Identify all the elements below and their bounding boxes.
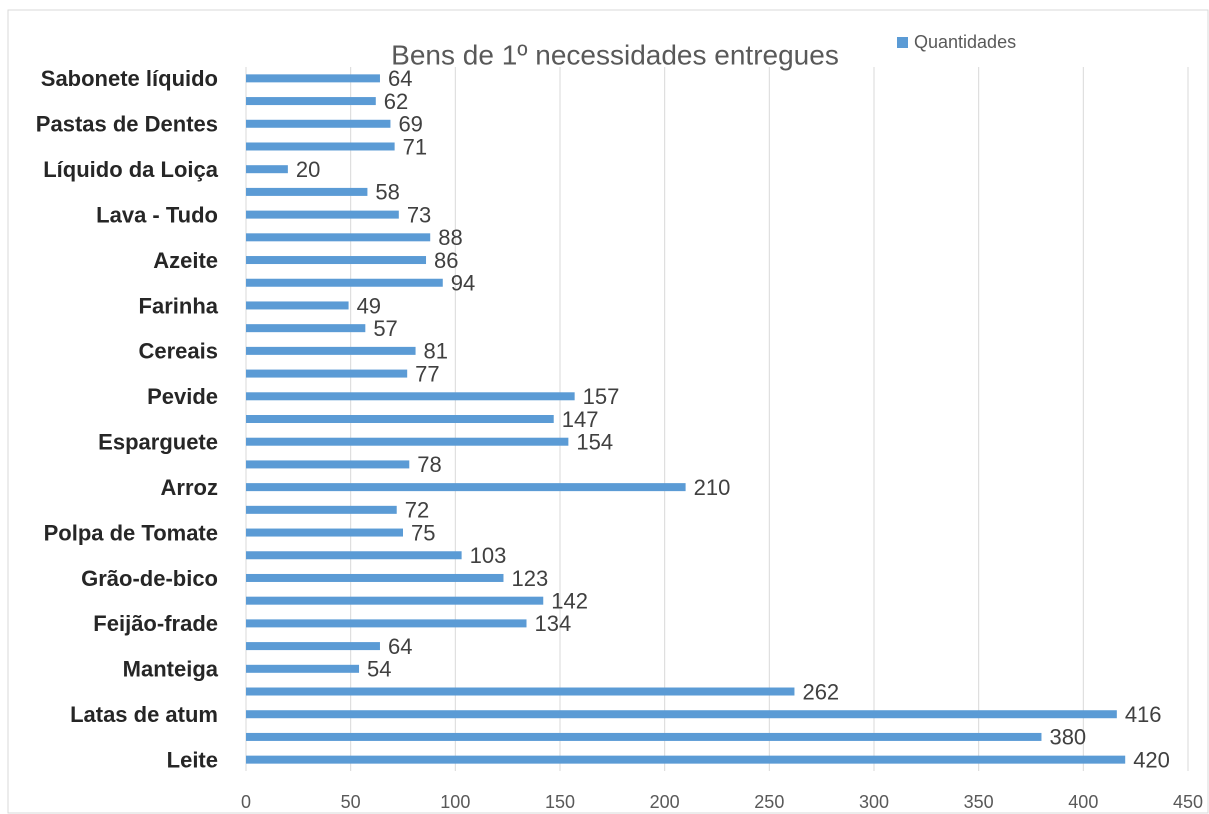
y-tick-label: Leite <box>167 747 218 772</box>
data-label: 72 <box>405 498 429 523</box>
data-label: 210 <box>694 475 731 500</box>
data-label: 62 <box>384 89 408 114</box>
chart-title: Bens de 1º necessidades entregues <box>391 39 839 70</box>
bar <box>246 687 795 696</box>
data-label: 103 <box>470 543 507 568</box>
y-tick-label: Polpa de Tomate <box>44 520 218 545</box>
data-label: 54 <box>367 657 391 682</box>
bar <box>246 346 416 355</box>
data-label: 134 <box>535 611 572 636</box>
data-label: 86 <box>434 248 458 273</box>
bar <box>246 369 408 378</box>
x-tick-label: 0 <box>241 792 251 812</box>
bar <box>246 755 1126 764</box>
x-tick-label: 100 <box>440 792 470 812</box>
bar <box>246 210 399 219</box>
x-tick-label: 450 <box>1173 792 1203 812</box>
data-label: 94 <box>451 271 475 296</box>
y-tick-label: Lava - Tudo <box>96 202 218 227</box>
y-tick-label: Latas de atum <box>70 702 218 727</box>
y-tick-label: Farinha <box>139 293 219 318</box>
x-tick-label: 250 <box>754 792 784 812</box>
chart-frame <box>7 9 1209 814</box>
bar <box>246 142 395 151</box>
data-label: 416 <box>1125 702 1162 727</box>
y-tick-label: Pastas de Dentes <box>36 112 218 137</box>
bar <box>246 483 686 492</box>
bar <box>246 619 527 628</box>
bar <box>246 256 427 265</box>
y-tick-label: Manteiga <box>123 657 219 682</box>
data-label: 64 <box>388 634 412 659</box>
data-label: 123 <box>511 566 548 591</box>
data-label: 262 <box>802 679 839 704</box>
x-tick-label: 50 <box>341 792 361 812</box>
bar <box>246 664 360 673</box>
y-tick-label: Líquido da Loiça <box>43 157 219 182</box>
data-label: 142 <box>551 588 588 613</box>
y-tick-label: Sabonete líquido <box>41 66 218 91</box>
data-label: 58 <box>375 180 399 205</box>
y-tick-label: Pevide <box>147 384 218 409</box>
data-label: 64 <box>388 66 412 91</box>
data-label: 69 <box>398 112 422 137</box>
bar <box>246 528 403 537</box>
bar <box>246 732 1042 741</box>
bar <box>246 278 443 287</box>
y-tick-label: Azeite <box>153 248 218 273</box>
y-tick-label: Esparguete <box>98 430 218 455</box>
bar <box>246 97 376 106</box>
bar <box>246 233 431 242</box>
bar <box>246 437 569 446</box>
bar <box>246 460 410 469</box>
bar <box>246 119 391 128</box>
bar <box>246 74 380 83</box>
data-label: 77 <box>415 361 439 386</box>
data-label: 380 <box>1049 725 1086 750</box>
data-label: 49 <box>357 293 381 318</box>
x-tick-label: 150 <box>545 792 575 812</box>
bar <box>246 505 397 514</box>
bar <box>246 392 575 401</box>
bar <box>246 165 288 174</box>
x-tick-label: 400 <box>1068 792 1098 812</box>
data-label: 154 <box>576 430 613 455</box>
data-label: 71 <box>403 134 427 159</box>
bar <box>246 187 368 196</box>
x-tick-label: 300 <box>859 792 889 812</box>
data-label: 20 <box>296 157 320 182</box>
data-label: 88 <box>438 225 462 250</box>
y-tick-label: Arroz <box>161 475 218 500</box>
bar <box>246 301 349 310</box>
data-label: 157 <box>583 384 620 409</box>
data-label: 73 <box>407 202 431 227</box>
data-label: 78 <box>417 452 441 477</box>
data-label: 57 <box>373 316 397 341</box>
bar <box>246 324 366 333</box>
bar <box>246 596 544 605</box>
x-tick-label: 200 <box>650 792 680 812</box>
data-label: 81 <box>424 339 448 364</box>
bar <box>246 710 1117 719</box>
legend-label: Quantidades <box>914 32 1016 52</box>
legend-swatch <box>897 37 908 48</box>
data-label: 147 <box>562 407 599 432</box>
y-tick-label: Cereais <box>138 339 218 364</box>
bar <box>246 642 380 651</box>
bar <box>246 415 554 423</box>
data-label: 75 <box>411 520 435 545</box>
y-tick-label: Grão-de-bico <box>81 566 218 591</box>
bar <box>246 573 504 582</box>
y-tick-label: Feijão-frade <box>93 611 218 636</box>
x-tick-label: 350 <box>964 792 994 812</box>
bar <box>246 551 462 560</box>
data-label: 420 <box>1133 747 1170 772</box>
